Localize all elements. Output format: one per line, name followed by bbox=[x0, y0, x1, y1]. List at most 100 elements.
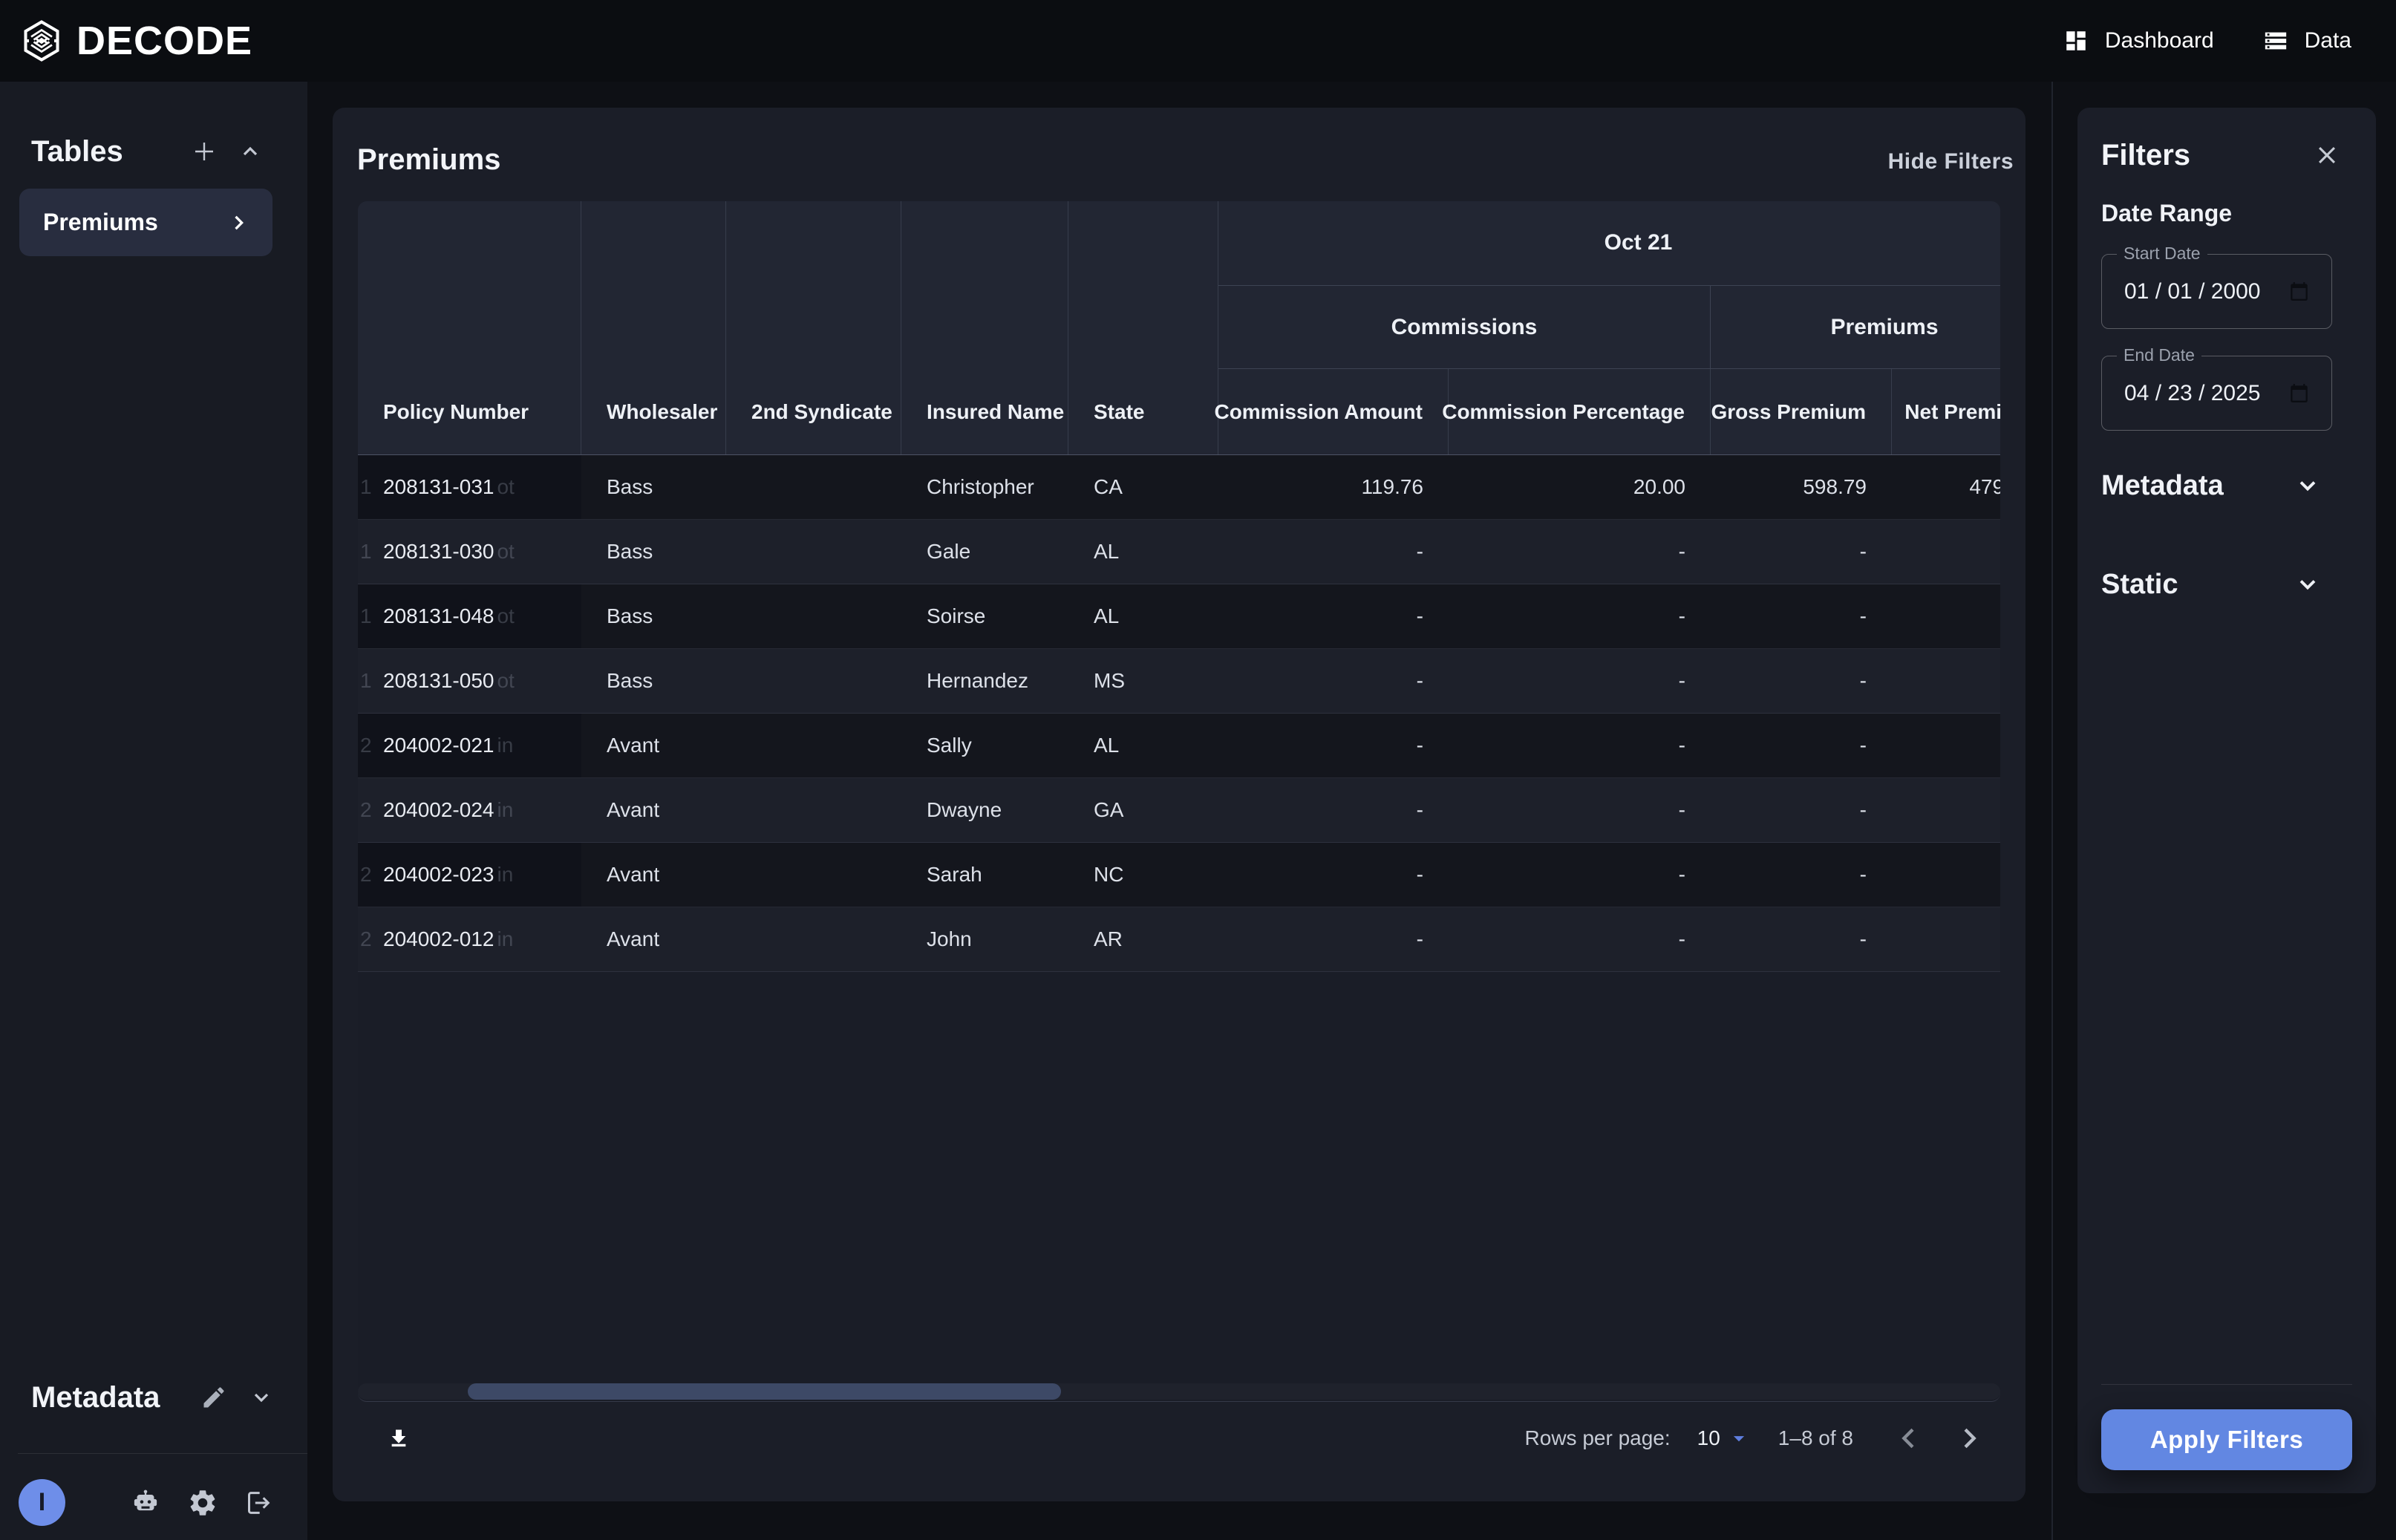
table-row[interactable]: 1 208131-031 ot Bass Christopher CA 119.76… bbox=[358, 455, 2000, 520]
table-cell-2nd-syndicate[interactable] bbox=[726, 455, 901, 519]
close-filters-button[interactable] bbox=[2311, 139, 2343, 172]
table-cell-policy-number[interactable]: 1 208131-050 ot bbox=[358, 649, 581, 713]
table-cell-2nd-syndicate[interactable] bbox=[726, 843, 901, 907]
nav-item-data[interactable]: Data bbox=[2263, 28, 2351, 53]
table-cell-state[interactable]: NC bbox=[1094, 863, 1124, 886]
table-cell-policy-number[interactable]: 1 208131-048 ot bbox=[358, 584, 581, 648]
column-header[interactable]: Commission Amount bbox=[1214, 369, 1449, 454]
table-cell-wholesaler[interactable]: Bass bbox=[607, 669, 653, 692]
table-cell-insured-name[interactable]: Christopher bbox=[927, 475, 1034, 498]
table-cell-net-premium[interactable]: - bbox=[1892, 778, 2000, 842]
table-cell-insured-name[interactable]: Hernandez bbox=[927, 669, 1028, 692]
column-header[interactable]: Policy Number bbox=[358, 201, 581, 454]
filter-section-metadata[interactable]: Metadata bbox=[2101, 465, 2352, 506]
settings-button[interactable] bbox=[187, 1487, 218, 1518]
table-cell-state[interactable]: CA bbox=[1094, 475, 1123, 498]
column-header[interactable]: Net Premium bbox=[1904, 399, 2000, 423]
table-cell-policy-number[interactable]: 1 208131-031 ot bbox=[358, 455, 581, 519]
expand-metadata-button[interactable] bbox=[247, 1383, 276, 1412]
table-cell-policy-number[interactable]: 1 208131-030 ot bbox=[358, 520, 581, 584]
table-cell-commission-amount[interactable]: - bbox=[1416, 669, 1423, 692]
table-cell-commission-percentage[interactable]: - bbox=[1678, 540, 1685, 563]
table-cell-insured-name[interactable]: John bbox=[927, 927, 972, 950]
nav-item-dashboard[interactable]: Dashboard bbox=[2063, 28, 2214, 53]
table-cell-net-premium[interactable]: - bbox=[1892, 714, 2000, 777]
table-cell-insured-name[interactable]: Gale bbox=[927, 540, 971, 563]
table-cell-policy-number[interactable]: 2 204002-023 in bbox=[358, 843, 581, 907]
calendar-icon[interactable] bbox=[2289, 281, 2309, 302]
table-cell-gross-premium[interactable]: - bbox=[1859, 669, 1867, 692]
table-cell-net-premium[interactable]: - bbox=[1892, 843, 2000, 907]
table-cell-wholesaler[interactable]: Bass bbox=[607, 540, 653, 563]
table-cell-commission-amount[interactable]: - bbox=[1416, 863, 1423, 886]
table-cell-policy-number[interactable]: 2 204002-012 in bbox=[358, 907, 581, 971]
column-header[interactable]: State bbox=[1068, 201, 1218, 454]
column-header[interactable]: 2nd Syndicate bbox=[726, 201, 901, 454]
sidebar-item-premiums[interactable]: Premiums bbox=[19, 189, 272, 256]
column-header[interactable]: Gross Premium bbox=[1711, 369, 1892, 454]
next-page-button[interactable] bbox=[1952, 1421, 1986, 1455]
table-cell-state[interactable]: AL bbox=[1094, 604, 1120, 627]
table-cell-commission-amount[interactable]: 119.76 bbox=[1361, 475, 1423, 498]
calendar-icon[interactable] bbox=[2289, 382, 2309, 404]
horizontal-scrollbar-thumb[interactable] bbox=[468, 1383, 1061, 1400]
table-cell-net-premium[interactable]: - bbox=[1892, 584, 2000, 648]
table-cell-2nd-syndicate[interactable] bbox=[726, 649, 901, 713]
table-cell-insured-name[interactable]: Dwayne bbox=[927, 798, 1002, 821]
edit-metadata-button[interactable] bbox=[198, 1381, 230, 1414]
table-cell-state[interactable]: GA bbox=[1094, 798, 1124, 821]
table-cell-wholesaler[interactable]: Avant bbox=[607, 734, 660, 757]
table-cell-commission-amount[interactable]: - bbox=[1416, 927, 1423, 950]
table-cell-state[interactable]: AR bbox=[1094, 927, 1123, 950]
table-cell-wholesaler[interactable]: Avant bbox=[607, 863, 660, 886]
table-cell-wholesaler[interactable]: Bass bbox=[607, 475, 653, 498]
table-cell-wholesaler[interactable]: Avant bbox=[607, 798, 660, 821]
table-cell-commission-amount[interactable]: - bbox=[1416, 540, 1423, 563]
table-cell-gross-premium[interactable]: - bbox=[1859, 927, 1867, 950]
collapse-tables-button[interactable] bbox=[235, 137, 265, 166]
table-cell-commission-amount[interactable]: - bbox=[1416, 734, 1423, 757]
column-header[interactable]: Commission Percentage bbox=[1442, 369, 1711, 454]
apply-filters-button[interactable]: Apply Filters bbox=[2101, 1409, 2352, 1470]
table-cell-commission-percentage[interactable]: - bbox=[1678, 927, 1685, 950]
table-cell-net-premium[interactable]: - bbox=[1892, 520, 2000, 584]
logout-button[interactable] bbox=[244, 1488, 273, 1518]
assistant-button[interactable] bbox=[129, 1487, 162, 1519]
table-cell-commission-percentage[interactable]: - bbox=[1678, 734, 1685, 757]
start-date-input[interactable]: Start Date 01 / 01 / 2000 bbox=[2101, 244, 2332, 329]
column-header[interactable]: Wholesaler bbox=[581, 201, 726, 454]
table-cell-commission-percentage[interactable]: - bbox=[1678, 604, 1685, 627]
table-cell-insured-name[interactable]: Sarah bbox=[927, 863, 982, 886]
table-cell-net-premium[interactable]: 479.03 bbox=[1969, 475, 2000, 498]
column-header[interactable]: Insured Name bbox=[901, 201, 1068, 454]
rows-per-page-select[interactable]: 10 bbox=[1697, 1426, 1752, 1451]
table-cell-commission-amount[interactable]: - bbox=[1416, 604, 1423, 627]
table-cell-gross-premium[interactable]: - bbox=[1859, 863, 1867, 886]
table-cell-commission-percentage[interactable]: - bbox=[1678, 798, 1685, 821]
end-date-input[interactable]: End Date 04 / 23 / 2025 bbox=[2101, 345, 2332, 431]
previous-page-button[interactable] bbox=[1892, 1421, 1926, 1455]
avatar[interactable]: I bbox=[19, 1479, 65, 1526]
table-cell-gross-premium[interactable]: - bbox=[1859, 798, 1867, 821]
table-cell-state[interactable]: MS bbox=[1094, 669, 1125, 692]
table-cell-wholesaler[interactable]: Bass bbox=[607, 604, 653, 627]
table-cell-insured-name[interactable]: Soirse bbox=[927, 604, 986, 627]
table-cell-wholesaler[interactable]: Avant bbox=[607, 927, 660, 950]
table-cell-net-premium[interactable]: - bbox=[1892, 649, 2000, 713]
add-table-button[interactable] bbox=[188, 135, 221, 168]
table-cell-2nd-syndicate[interactable] bbox=[726, 778, 901, 842]
table-cell-gross-premium[interactable]: - bbox=[1859, 604, 1867, 627]
table-cell-insured-name[interactable]: Sally bbox=[927, 734, 972, 757]
table-cell-state[interactable]: AL bbox=[1094, 734, 1120, 757]
table-cell-2nd-syndicate[interactable] bbox=[726, 584, 901, 648]
table-cell-commission-percentage[interactable]: - bbox=[1678, 863, 1685, 886]
table-cell-2nd-syndicate[interactable] bbox=[726, 714, 901, 777]
table-cell-commission-amount[interactable]: - bbox=[1416, 798, 1423, 821]
table-cell-gross-premium[interactable]: - bbox=[1859, 734, 1867, 757]
